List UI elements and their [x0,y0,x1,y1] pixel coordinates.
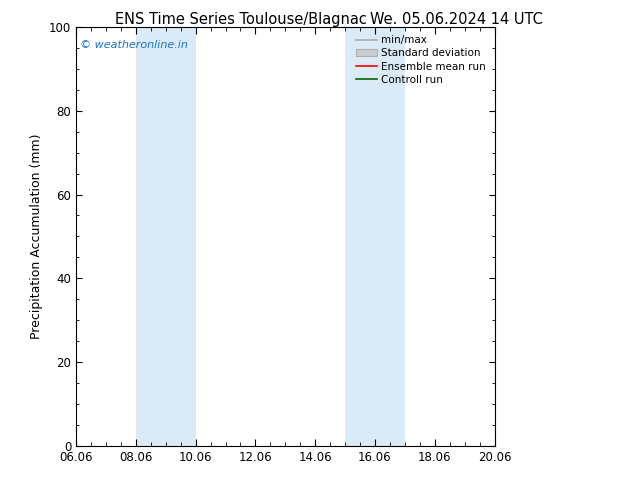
Text: We. 05.06.2024 14 UTC: We. 05.06.2024 14 UTC [370,12,543,27]
Bar [136,27,196,446]
Legend: min/max, Standard deviation, Ensemble mean run, Controll run: min/max, Standard deviation, Ensemble me… [353,32,489,88]
Y-axis label: Precipitation Accumulation (mm): Precipitation Accumulation (mm) [30,134,43,339]
Text: ENS Time Series Toulouse/Blagnac: ENS Time Series Toulouse/Blagnac [115,12,367,27]
Text: © weatheronline.in: © weatheronline.in [81,40,188,49]
Bar [345,27,405,446]
